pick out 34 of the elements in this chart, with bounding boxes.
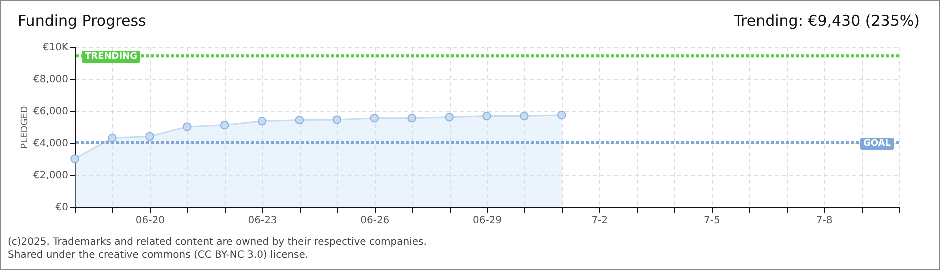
point bbox=[146, 132, 154, 141]
point bbox=[182, 122, 192, 132]
point bbox=[108, 134, 117, 143]
x-tick-label: 7-2 bbox=[592, 216, 608, 226]
x-tick-label: 06-20 bbox=[136, 216, 165, 226]
point bbox=[220, 121, 230, 130]
point bbox=[332, 116, 342, 124]
ref-line-label: TRENDING bbox=[85, 52, 138, 62]
x-tick-label: 7-5 bbox=[704, 216, 720, 226]
point bbox=[445, 113, 454, 122]
point bbox=[370, 114, 380, 123]
point bbox=[558, 110, 566, 120]
y-tick-label: €8,000 bbox=[34, 74, 68, 86]
point bbox=[520, 112, 529, 121]
point bbox=[482, 112, 492, 121]
point bbox=[258, 117, 267, 126]
y-axis-title: PLEDGED bbox=[20, 106, 31, 149]
x-tick-label: 06-29 bbox=[472, 216, 502, 226]
x-tick-label: 06-23 bbox=[248, 216, 278, 226]
point bbox=[295, 116, 304, 125]
x-tick-label: 7-8 bbox=[816, 216, 833, 226]
text: (c)2025. Trademarks and related content are owned by their respective companies. bbox=[8, 236, 427, 249]
y-tick-label: €2,000 bbox=[34, 170, 68, 182]
y-tick-label: €10K bbox=[42, 42, 69, 54]
y-tick-label: €6,000 bbox=[34, 106, 68, 118]
chart-title: Funding Progress bbox=[18, 12, 146, 30]
text: Trending: €9,430 (235%) bbox=[734, 12, 920, 30]
x-tick-label: 06-26 bbox=[360, 216, 390, 226]
point bbox=[408, 114, 416, 123]
text: Shared under the creative commons (CC BY-NC 3.0) license. bbox=[8, 249, 310, 262]
y-tick-label: €0 bbox=[56, 202, 68, 214]
ref-line-label: GOAL bbox=[864, 139, 892, 149]
y-tick-label: €4,000 bbox=[34, 138, 68, 150]
point bbox=[70, 154, 80, 164]
